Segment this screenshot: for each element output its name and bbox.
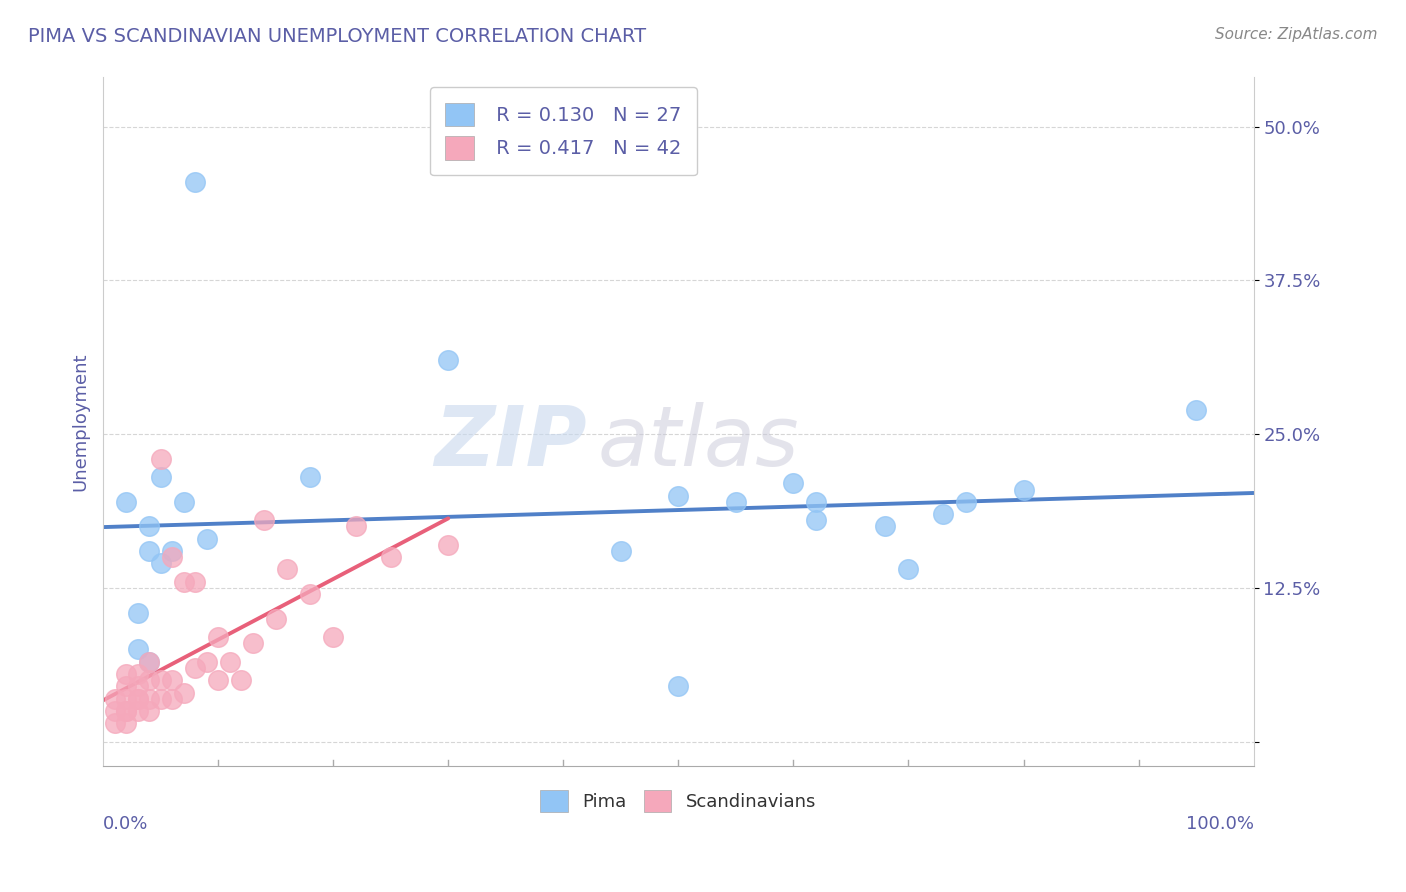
- Point: [127, 691, 149, 706]
- Point: [955, 495, 977, 509]
- Text: 100.0%: 100.0%: [1185, 814, 1254, 832]
- Point: [207, 630, 229, 644]
- Point: [610, 544, 633, 558]
- Point: [127, 704, 149, 718]
- Point: [104, 691, 127, 706]
- Point: [160, 550, 183, 565]
- Point: [806, 495, 828, 509]
- Point: [115, 679, 138, 693]
- Point: [115, 691, 138, 706]
- Point: [344, 519, 367, 533]
- Point: [218, 655, 240, 669]
- Point: [242, 636, 264, 650]
- Text: ZIP: ZIP: [433, 402, 586, 483]
- Text: Source: ZipAtlas.com: Source: ZipAtlas.com: [1215, 27, 1378, 42]
- Point: [115, 704, 138, 718]
- Point: [173, 685, 195, 699]
- Point: [932, 507, 955, 521]
- Point: [437, 353, 460, 368]
- Point: [149, 557, 172, 571]
- Point: [184, 574, 207, 589]
- Point: [875, 519, 897, 533]
- Point: [127, 667, 149, 681]
- Point: [115, 716, 138, 731]
- Point: [149, 470, 172, 484]
- Point: [782, 476, 804, 491]
- Point: [138, 691, 160, 706]
- Point: [173, 495, 195, 509]
- Point: [173, 574, 195, 589]
- Point: [127, 679, 149, 693]
- Point: [138, 655, 160, 669]
- Point: [231, 673, 253, 688]
- Point: [138, 704, 160, 718]
- Point: [253, 513, 276, 527]
- Text: PIMA VS SCANDINAVIAN UNEMPLOYMENT CORRELATION CHART: PIMA VS SCANDINAVIAN UNEMPLOYMENT CORREL…: [28, 27, 647, 45]
- Point: [195, 655, 218, 669]
- Point: [138, 544, 160, 558]
- Point: [138, 673, 160, 688]
- Point: [138, 519, 160, 533]
- Point: [127, 606, 149, 620]
- Point: [299, 470, 322, 484]
- Y-axis label: Unemployment: Unemployment: [72, 352, 89, 491]
- Point: [184, 175, 207, 189]
- Point: [897, 562, 920, 576]
- Point: [149, 691, 172, 706]
- Point: [1012, 483, 1035, 497]
- Point: [207, 673, 229, 688]
- Point: [437, 538, 460, 552]
- Point: [666, 679, 689, 693]
- Point: [195, 532, 218, 546]
- Text: 0.0%: 0.0%: [103, 814, 149, 832]
- Point: [160, 673, 183, 688]
- Text: atlas: atlas: [598, 402, 800, 483]
- Point: [299, 587, 322, 601]
- Point: [264, 612, 287, 626]
- Point: [724, 495, 747, 509]
- Point: [806, 513, 828, 527]
- Point: [115, 704, 138, 718]
- Point: [149, 673, 172, 688]
- Point: [184, 661, 207, 675]
- Point: [104, 716, 127, 731]
- Point: [276, 562, 298, 576]
- Point: [160, 544, 183, 558]
- Point: [138, 655, 160, 669]
- Point: [380, 550, 402, 565]
- Point: [322, 630, 344, 644]
- Point: [115, 667, 138, 681]
- Legend: Pima, Scandinavians: Pima, Scandinavians: [533, 783, 824, 819]
- Point: [666, 489, 689, 503]
- Point: [115, 495, 138, 509]
- Point: [127, 642, 149, 657]
- Point: [160, 691, 183, 706]
- Point: [127, 691, 149, 706]
- Point: [104, 704, 127, 718]
- Point: [1185, 402, 1208, 417]
- Point: [149, 451, 172, 466]
